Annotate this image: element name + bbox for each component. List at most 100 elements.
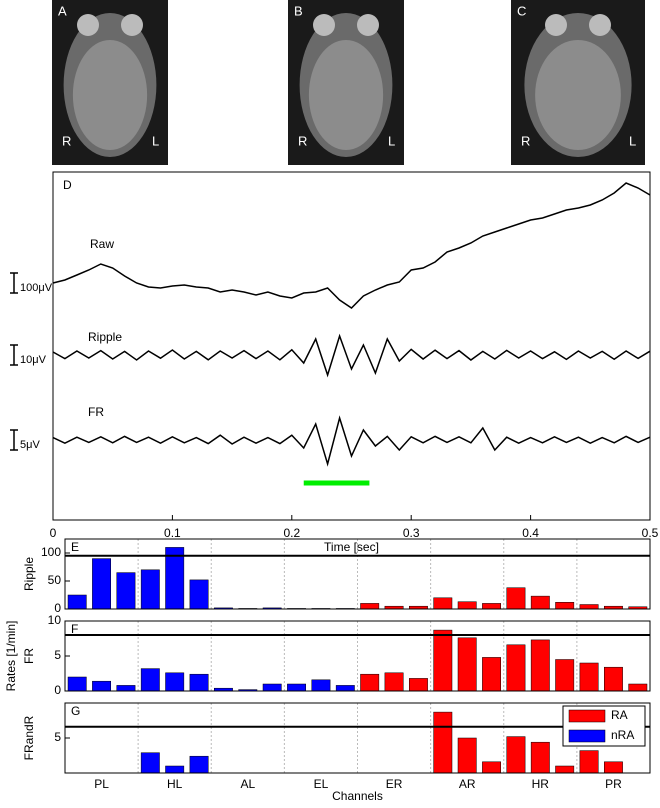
- bar: [165, 672, 185, 692]
- image-label: A: [58, 3, 67, 18]
- bar: [482, 657, 501, 692]
- bar: [360, 673, 380, 692]
- bar: [579, 750, 599, 774]
- image-side-label: R: [298, 133, 307, 148]
- trace-label: Raw: [90, 237, 114, 251]
- y-tick-label: 0: [54, 601, 61, 615]
- bar: [189, 673, 209, 692]
- trace-line: [52, 415, 651, 467]
- image-side-label: R: [521, 133, 530, 148]
- bar: [482, 603, 501, 610]
- panel-label: G: [71, 704, 80, 718]
- x-tick-label: 0.4: [522, 526, 539, 540]
- bar: [140, 668, 160, 692]
- bar: [457, 637, 477, 692]
- y-axis-label: FRandR: [22, 715, 36, 760]
- scale-bar-label: 5μV: [20, 439, 40, 451]
- bar: [457, 737, 477, 774]
- trace-label: Ripple: [88, 330, 122, 344]
- x-tick-label: AR: [459, 777, 476, 791]
- bar: [433, 597, 453, 610]
- scale-bar: [10, 344, 18, 366]
- mri-eye: [121, 14, 143, 36]
- y-tick-label: 5: [54, 648, 61, 662]
- bar: [530, 595, 550, 610]
- bar: [530, 639, 550, 692]
- bar: [335, 685, 355, 692]
- y-axis-label: FR: [22, 648, 36, 664]
- x-tick-label: 0.5: [642, 526, 659, 540]
- image-label: C: [517, 3, 526, 18]
- bar: [67, 676, 87, 692]
- bar: [457, 601, 477, 610]
- scale-bar: [10, 272, 18, 294]
- y-axis-label: Rates [1/min]: [4, 621, 18, 692]
- bar: [530, 741, 550, 774]
- legend-label: RA: [611, 708, 628, 722]
- x-tick-label: PR: [605, 777, 622, 791]
- bar: [433, 629, 453, 692]
- bar: [189, 579, 209, 610]
- bar: [433, 711, 453, 774]
- x-axis-label: Time [sec]: [324, 540, 379, 554]
- x-tick-label: 0.3: [403, 526, 420, 540]
- image-side-label: L: [152, 133, 159, 148]
- bar: [555, 659, 575, 692]
- trace-label: FR: [88, 405, 104, 419]
- image-label: B: [294, 3, 303, 18]
- y-tick-label: 10: [48, 613, 62, 627]
- x-tick-label: HL: [167, 777, 183, 791]
- mri-eye: [77, 14, 99, 36]
- x-tick-label: PL: [94, 777, 109, 791]
- mri-eye: [313, 14, 335, 36]
- mri-brain: [535, 40, 621, 150]
- axes-box: [52, 171, 651, 521]
- bar: [165, 765, 185, 774]
- axes-box: [64, 538, 651, 610]
- bar: [409, 678, 428, 692]
- panel-label: E: [71, 540, 79, 554]
- bar: [116, 685, 136, 692]
- y-tick-label: 0: [54, 683, 61, 697]
- y-tick-label: 50: [48, 573, 62, 587]
- legend-label: nRA: [611, 728, 634, 742]
- panel-label: F: [71, 622, 78, 636]
- bar: [506, 736, 526, 774]
- x-tick-label: 0.2: [283, 526, 300, 540]
- legend-swatch: [568, 729, 606, 743]
- y-tick-label: 100: [41, 545, 61, 559]
- x-tick-label: EL: [314, 777, 329, 791]
- bar: [262, 683, 282, 692]
- bar: [360, 603, 380, 610]
- bar: [384, 672, 404, 692]
- image-side-label: L: [388, 133, 395, 148]
- bar: [140, 752, 160, 774]
- scale-bar-label: 10μV: [20, 354, 47, 366]
- bar: [92, 680, 111, 692]
- mri-brain: [72, 40, 148, 150]
- x-tick-label: 0: [50, 526, 57, 540]
- mri-eye: [357, 14, 379, 36]
- bar: [287, 683, 306, 692]
- scale-bar-label: 100μV: [20, 282, 53, 294]
- trace-line: [52, 182, 651, 309]
- y-tick-label: 5: [54, 730, 61, 744]
- bar: [604, 761, 623, 774]
- x-tick-label: HR: [532, 777, 550, 791]
- bar: [506, 644, 526, 692]
- mri-eye: [589, 14, 611, 36]
- scale-bar: [10, 429, 18, 451]
- legend-swatch: [568, 709, 606, 723]
- x-axis-label: Channels: [332, 789, 383, 803]
- x-tick-label: ER: [386, 777, 403, 791]
- bar: [116, 572, 136, 610]
- image-side-label: R: [62, 133, 71, 148]
- bar: [189, 755, 209, 774]
- bar: [555, 602, 575, 610]
- trace-line: [52, 333, 651, 378]
- x-tick-label: 0.1: [164, 526, 181, 540]
- y-axis-label: Ripple: [22, 557, 36, 591]
- bar: [482, 761, 501, 774]
